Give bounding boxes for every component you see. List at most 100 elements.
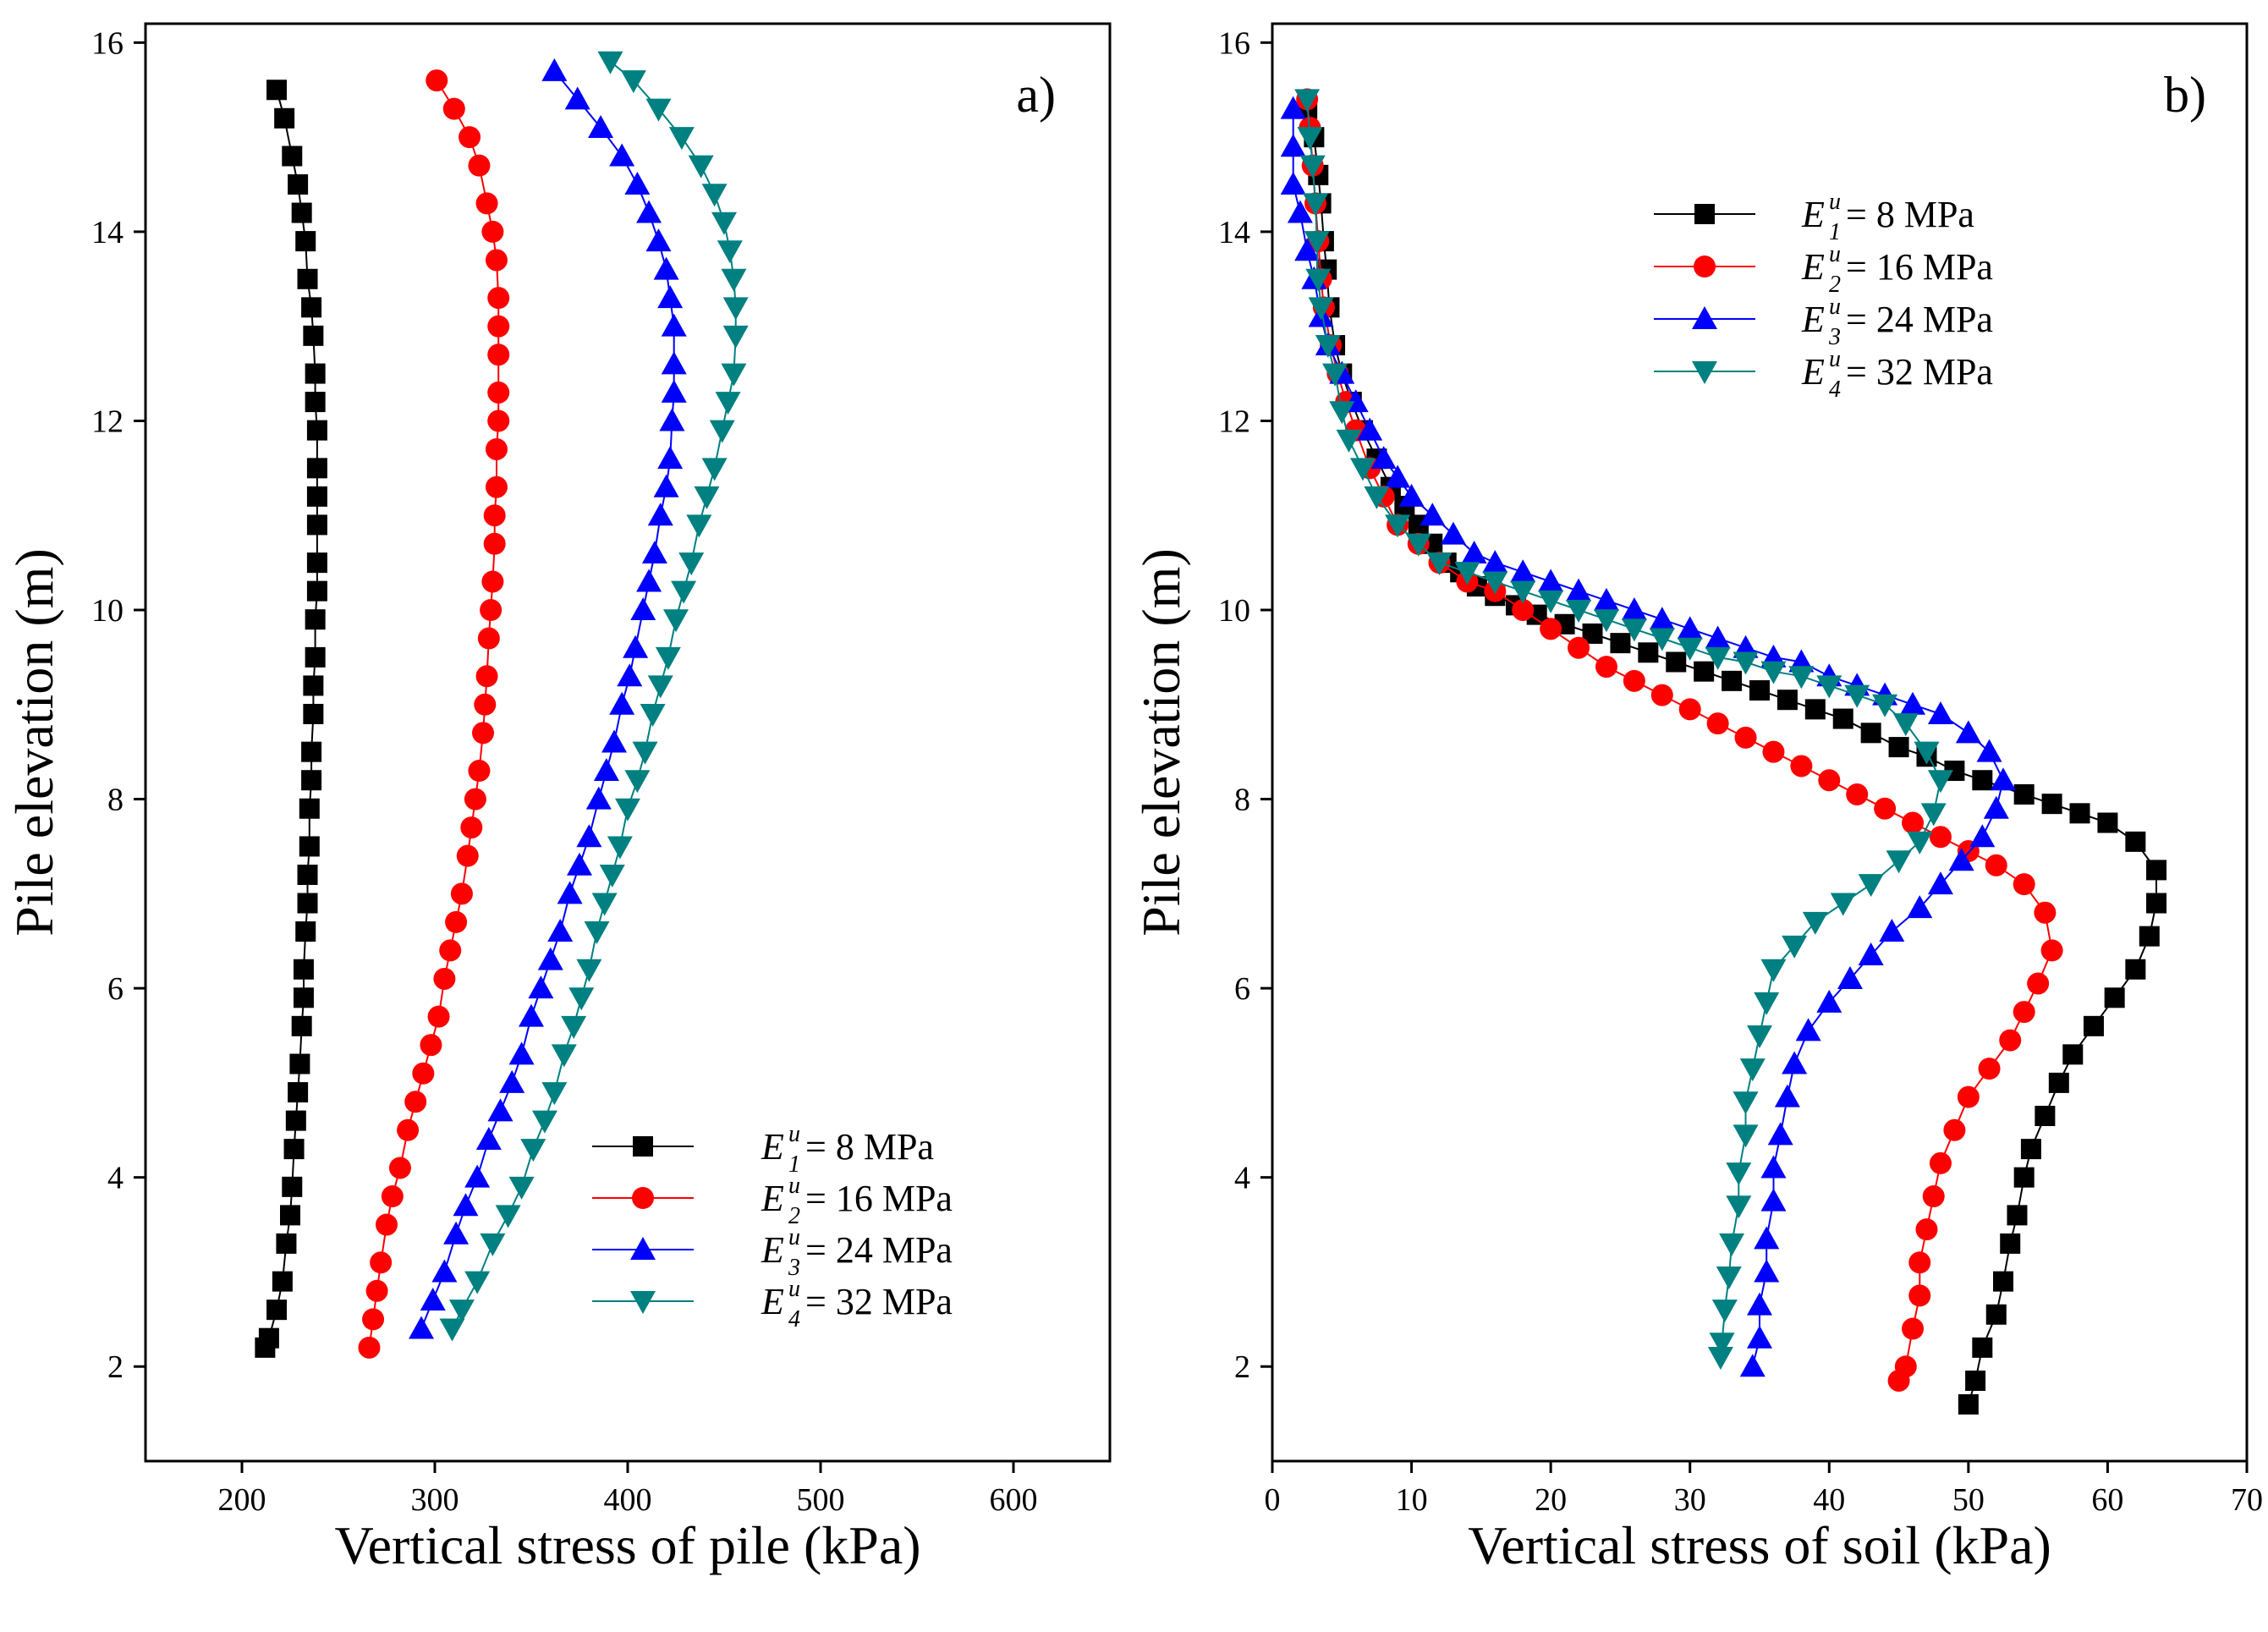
data-point — [1927, 770, 1953, 794]
data-point — [1972, 1337, 1993, 1358]
data-point — [1747, 1025, 1772, 1049]
data-point — [576, 824, 602, 848]
data-point — [1844, 684, 1870, 708]
data-point — [306, 458, 327, 479]
data-point — [301, 770, 322, 791]
series-3 — [409, 58, 687, 1339]
data-point — [1902, 811, 1925, 834]
data-point — [1804, 699, 1826, 720]
data-point — [1297, 127, 1323, 151]
legend-marker — [633, 1136, 653, 1157]
legend-subscript: 2 — [1829, 272, 1841, 298]
legend-marker — [1694, 204, 1715, 224]
data-point — [607, 836, 633, 860]
data-point — [519, 1003, 544, 1027]
data-point — [1985, 854, 2007, 876]
data-point — [1426, 552, 1453, 576]
data-point — [661, 313, 687, 337]
y-tick-label: 2 — [1234, 1349, 1250, 1385]
data-point — [547, 919, 574, 942]
data-point — [2125, 831, 2146, 852]
legend-symbol: E — [761, 1178, 784, 1219]
legend-marker — [630, 1291, 656, 1314]
data-point — [266, 80, 288, 101]
y-tick-label: 14 — [91, 215, 124, 250]
data-point — [305, 609, 326, 630]
data-point — [475, 192, 498, 215]
x-tick-label: 0 — [1265, 1482, 1281, 1518]
data-point — [1874, 797, 1897, 820]
data-point — [1405, 533, 1431, 557]
data-point — [291, 1015, 312, 1036]
data-point — [568, 987, 595, 1011]
data-point — [481, 220, 504, 243]
data-point — [288, 174, 309, 195]
data-point — [474, 693, 497, 716]
data-point — [433, 967, 456, 990]
data-point — [647, 675, 673, 699]
data-point — [567, 852, 592, 876]
data-point — [1858, 942, 1884, 965]
legend-superscript: u — [1829, 346, 1841, 372]
data-point — [280, 1205, 300, 1226]
legend-superscript: u — [1829, 189, 1841, 215]
data-point — [2139, 926, 2160, 947]
data-point — [1993, 1271, 2013, 1292]
x-tick-label: 200 — [218, 1482, 266, 1518]
data-point — [1816, 989, 1842, 1013]
data-point — [487, 381, 510, 404]
data-point — [715, 392, 741, 415]
data-point — [276, 1233, 297, 1254]
data-point — [1790, 755, 1813, 778]
data-point — [381, 1185, 404, 1208]
data-point — [551, 1044, 577, 1068]
data-point — [1920, 803, 1947, 827]
y-tick-label: 10 — [91, 593, 124, 629]
data-point — [1760, 661, 1787, 684]
data-point — [1719, 1233, 1745, 1256]
data-point — [1958, 1393, 1979, 1415]
data-point — [657, 446, 684, 470]
data-point — [306, 552, 327, 574]
data-point — [1922, 1185, 1945, 1208]
data-point — [1420, 503, 1446, 526]
data-point — [717, 240, 743, 264]
x-tick-label: 500 — [797, 1482, 845, 1518]
data-point — [305, 392, 326, 413]
data-point — [1969, 824, 1996, 848]
data-point — [2146, 893, 2167, 914]
data-point — [557, 881, 583, 904]
data-point — [1510, 559, 1536, 583]
data-point — [1649, 628, 1675, 651]
data-point — [597, 51, 623, 74]
data-point — [1336, 429, 1362, 453]
legend-label: = 24 MPa — [805, 1229, 953, 1271]
data-point — [1985, 1304, 2007, 1325]
data-point — [1892, 713, 1919, 737]
data-point — [1860, 723, 1881, 744]
data-point — [1294, 238, 1321, 261]
data-point — [460, 816, 483, 839]
data-point — [306, 420, 327, 441]
data-point — [358, 1336, 381, 1359]
data-point — [1760, 959, 1787, 982]
legend-subscript: 4 — [788, 1306, 800, 1333]
data-point — [1305, 268, 1332, 292]
legend-superscript: u — [1829, 294, 1841, 320]
data-point — [1707, 1347, 1733, 1371]
y-tick-label: 6 — [1234, 971, 1250, 1007]
data-point — [1733, 1124, 1759, 1148]
data-point — [1914, 741, 1940, 765]
x-tick-label: 20 — [1535, 1482, 1567, 1518]
data-point — [721, 268, 747, 292]
data-point — [1908, 1251, 1931, 1274]
data-point — [464, 1271, 491, 1294]
data-point — [623, 635, 649, 658]
data-point — [1385, 464, 1411, 488]
data-point — [480, 1233, 506, 1256]
data-point — [1726, 1195, 1752, 1219]
data-point — [1454, 562, 1480, 585]
data-point — [1398, 483, 1425, 507]
